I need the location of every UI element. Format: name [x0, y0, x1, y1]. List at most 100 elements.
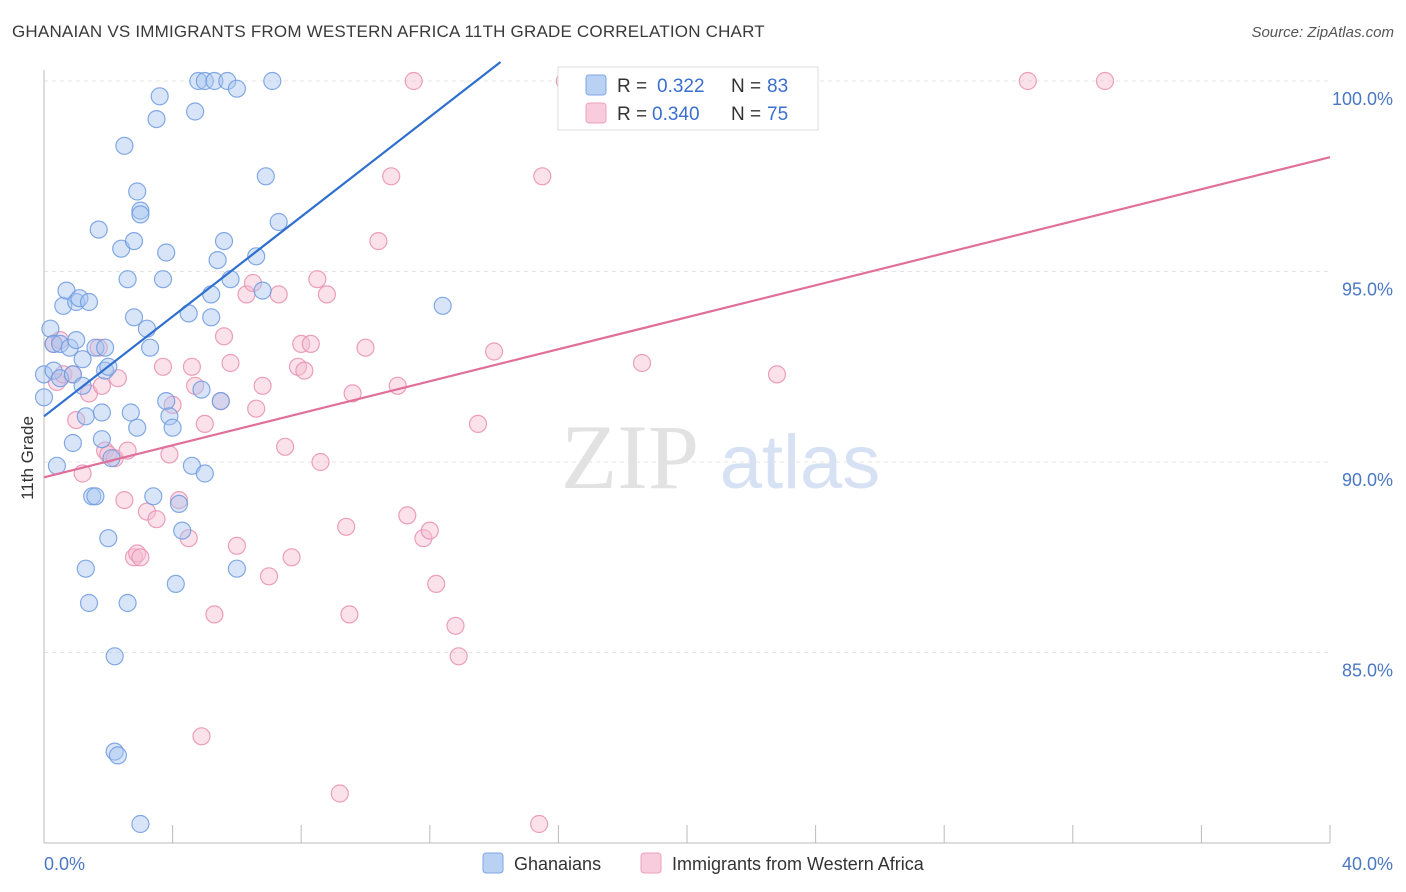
point-immigrants — [301, 334, 320, 353]
y-axis-title: 11th Grade — [18, 416, 37, 500]
point-immigrants — [337, 517, 356, 536]
point-immigrants — [533, 167, 552, 186]
point-immigrants — [308, 270, 327, 289]
point-immigrants — [182, 357, 201, 376]
point-ghanaians — [118, 593, 137, 613]
point-ghanaians — [208, 251, 227, 270]
bottom-legend-swatch-immigrants — [640, 852, 662, 874]
legend-r-label-immigrants: R = — [617, 104, 647, 125]
point-immigrants — [414, 529, 433, 548]
x-tick-label-min: 0.0% — [44, 854, 85, 874]
point-immigrants — [214, 327, 234, 346]
point-ghanaians — [269, 212, 288, 232]
legend-r-value-immigrants: 0.340 — [652, 104, 700, 125]
point-ghanaians — [86, 338, 105, 357]
chart-title: GHANAIAN VS IMMIGRANTS FROM WESTERN AFRI… — [12, 22, 765, 41]
point-immigrants — [221, 353, 240, 373]
point-ghanaians — [124, 232, 144, 251]
point-immigrants — [382, 167, 401, 186]
point-ghanaians — [79, 292, 99, 312]
point-ghanaians — [253, 281, 272, 300]
point-immigrants — [115, 491, 134, 510]
point-ghanaians — [186, 102, 205, 121]
bottom-legend: Ghanaians Immigrants from Western Africa — [482, 852, 925, 874]
point-ghanaians — [227, 559, 246, 578]
point-ghanaians — [131, 201, 150, 220]
point-immigrants — [340, 605, 359, 624]
point-immigrants — [369, 232, 388, 251]
point-ghanaians — [131, 814, 150, 834]
point-ghanaians — [86, 487, 105, 506]
point-ghanaians — [163, 418, 182, 437]
bottom-legend-label-ghanaians: Ghanaians — [514, 854, 601, 874]
point-ghanaians — [70, 289, 89, 308]
point-immigrants — [169, 491, 189, 510]
point-immigrants — [137, 502, 156, 521]
point-immigrants — [147, 510, 166, 529]
point-ghanaians — [60, 338, 79, 357]
point-ghanaians — [195, 464, 214, 483]
point-immigrants — [404, 71, 423, 91]
point-immigrants — [356, 338, 375, 357]
y-tick-label: 90.0% — [1342, 470, 1393, 490]
point-ghanaians — [227, 79, 246, 98]
point-ghanaians — [433, 296, 452, 315]
point-immigrants — [276, 437, 295, 456]
point-immigrants — [1095, 71, 1115, 91]
point-ghanaians — [211, 392, 230, 411]
legend-n-label-ghanaians: N = — [731, 76, 761, 97]
point-ghanaians — [73, 350, 92, 369]
point-ghanaians — [147, 109, 166, 129]
point-ghanaians — [34, 388, 54, 407]
chart-source: Source: ZipAtlas.com — [1251, 24, 1394, 41]
point-ghanaians — [221, 270, 240, 289]
trend-lines — [43, 61, 1331, 479]
point-ghanaians — [189, 71, 208, 91]
point-ghanaians — [63, 433, 83, 453]
point-ghanaians — [76, 407, 95, 426]
point-immigrants — [1018, 71, 1037, 91]
point-ghanaians — [214, 232, 234, 251]
point-ghanaians — [153, 270, 173, 289]
point-ghanaians — [157, 243, 176, 262]
point-immigrants — [446, 616, 465, 635]
legend-r-label-ghanaians: R = — [617, 76, 647, 97]
point-ghanaians — [128, 418, 147, 437]
point-ghanaians — [89, 220, 108, 239]
point-immigrants — [427, 574, 446, 594]
point-ghanaians — [195, 71, 214, 91]
series-ghanaians-points — [34, 71, 452, 834]
point-immigrants — [247, 399, 266, 418]
point-ghanaians — [173, 521, 192, 540]
point-immigrants — [420, 521, 439, 540]
trend-line-ghanaians — [43, 61, 502, 418]
point-immigrants — [195, 414, 214, 433]
point-immigrants — [179, 529, 198, 548]
point-immigrants — [529, 814, 549, 834]
point-ghanaians — [256, 167, 275, 186]
point-ghanaians — [141, 338, 160, 357]
y-tick-labels: 85.0% 90.0% 95.0% 100.0% — [1332, 89, 1393, 680]
point-immigrants — [767, 365, 787, 384]
point-ghanaians — [44, 361, 63, 380]
y-tick-label: 85.0% — [1342, 661, 1393, 681]
point-immigrants — [295, 361, 314, 380]
point-ghanaians — [92, 403, 112, 422]
watermark-zip: ZIP — [561, 406, 699, 508]
point-ghanaians — [95, 338, 115, 357]
point-ghanaians — [144, 487, 163, 506]
point-immigrants — [632, 353, 652, 373]
point-immigrants — [311, 452, 330, 472]
legend-n-value-immigrants: 75 — [767, 104, 788, 125]
legend-r-value-ghanaians: 0.322 — [657, 76, 705, 97]
point-ghanaians — [92, 430, 112, 449]
point-immigrants — [153, 357, 173, 376]
point-immigrants — [192, 727, 211, 746]
point-ghanaians — [128, 182, 147, 201]
point-immigrants — [468, 414, 488, 433]
point-ghanaians — [205, 71, 224, 91]
point-ghanaians — [121, 403, 140, 422]
point-ghanaians — [202, 285, 221, 304]
point-immigrants — [282, 548, 301, 567]
point-ghanaians — [166, 574, 185, 594]
